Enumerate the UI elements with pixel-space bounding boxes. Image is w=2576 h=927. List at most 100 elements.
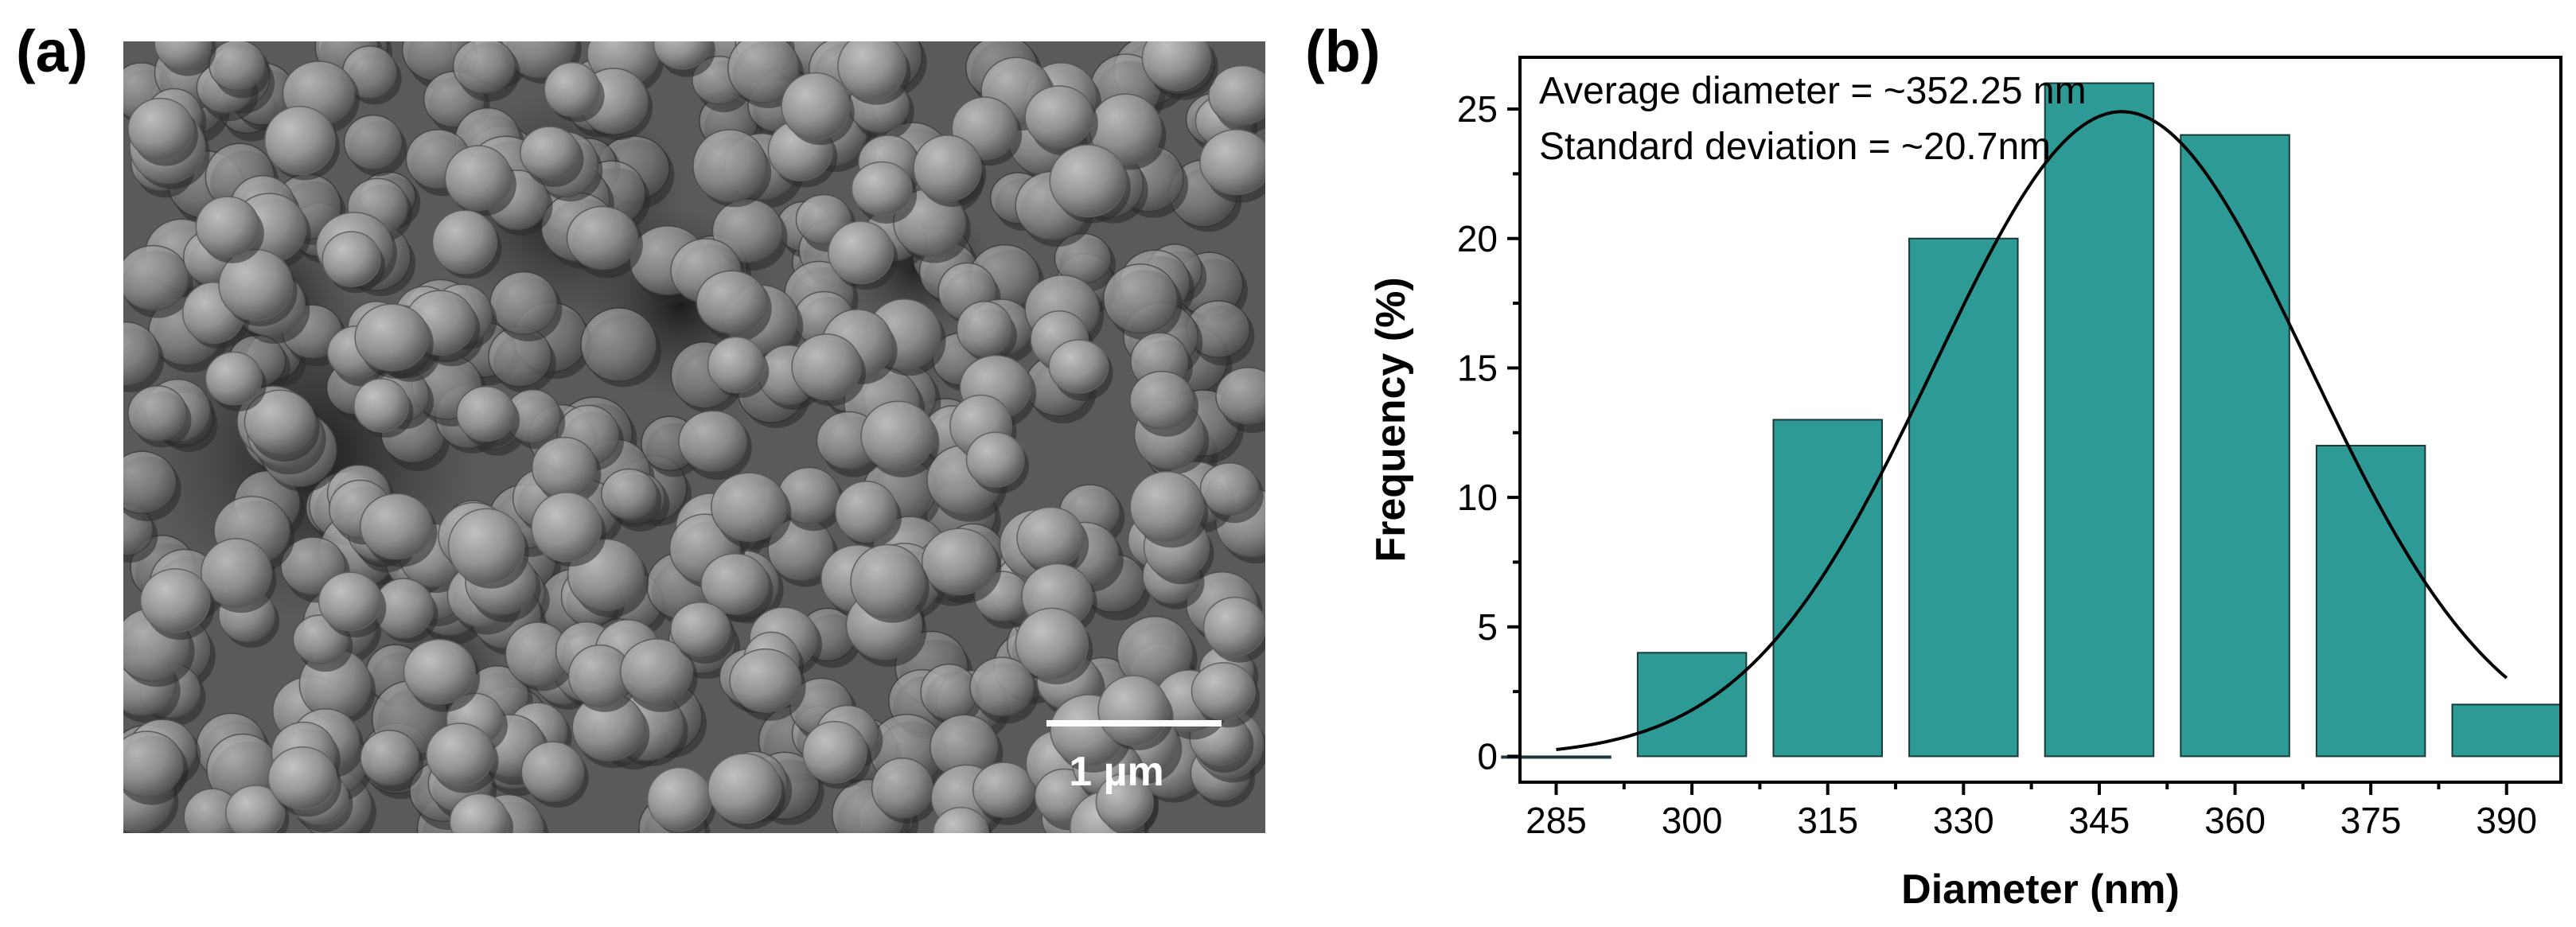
- sem-sphere: [1102, 263, 1179, 334]
- scale-bar: 1 µm: [1046, 720, 1222, 795]
- sem-sphere: [447, 508, 525, 585]
- sem-sphere: [354, 303, 430, 372]
- sem-sphere: [123, 244, 189, 311]
- x-tick-label-345: 345: [2069, 800, 2130, 841]
- sem-sphere: [267, 746, 337, 810]
- sem-sphere: [913, 134, 983, 202]
- sem-sphere: [566, 205, 639, 271]
- x-tick-label-375: 375: [2340, 800, 2402, 841]
- y-tick-label-5: 5: [1477, 606, 1498, 648]
- panel-label-b: (b): [1305, 18, 1381, 84]
- sem-sphere: [707, 753, 781, 824]
- sem-sphere: [1199, 129, 1265, 196]
- x-tick-label-360: 360: [2204, 800, 2266, 841]
- sem-sphere: [449, 793, 509, 833]
- sem-sphere: [1191, 662, 1256, 720]
- sem-sphere: [828, 220, 894, 285]
- sem-sphere: [225, 785, 286, 833]
- sem-sphere: [456, 385, 516, 442]
- sem-sphere: [1202, 596, 1265, 657]
- sem-sphere: [1048, 339, 1109, 394]
- y-tick-label-15: 15: [1457, 347, 1498, 388]
- bar-285: [1501, 755, 1611, 759]
- sem-sphere: [729, 648, 802, 713]
- sem-sphere: [123, 450, 177, 515]
- sem-sphere: [711, 472, 788, 543]
- scale-bar-label: 1 µm: [1069, 749, 1164, 795]
- sem-sphere: [200, 538, 273, 608]
- sem-particles-image: 1 µm: [123, 41, 1265, 833]
- x-tick-label-315: 315: [1797, 800, 1858, 841]
- sem-sphere: [834, 481, 898, 543]
- sem-sphere: [154, 41, 212, 71]
- sem-sphere: [601, 468, 658, 520]
- sem-sphere: [1129, 470, 1205, 543]
- sem-sphere: [1097, 675, 1170, 746]
- sem-sphere: [1049, 144, 1127, 218]
- sem-sphere: [531, 492, 602, 563]
- sem-sphere: [696, 270, 768, 334]
- sem-sphere: [653, 41, 711, 70]
- bar-330: [1908, 237, 2019, 758]
- sem-sphere: [520, 741, 585, 802]
- x-tick-label-390: 390: [2476, 800, 2537, 841]
- y-tick-label-25: 25: [1457, 88, 1498, 130]
- sem-sphere: [426, 723, 495, 787]
- bar-315: [1772, 419, 1883, 758]
- sem-sphere: [965, 431, 1025, 488]
- ticks-layer: 285 300 315 330 345 360 375 390 0 5 10 15 20 25: [1457, 88, 2537, 841]
- bars-layer: [1501, 82, 2562, 759]
- sem-sphere: [921, 528, 998, 596]
- sem-sphere: [431, 209, 498, 275]
- sem-sphere: [837, 41, 907, 100]
- sem-sphere: [1141, 41, 1211, 92]
- bar-375: [2315, 445, 2426, 758]
- gaussian-fit-curve: [1556, 110, 2508, 751]
- sem-sphere: [727, 41, 800, 103]
- y-tick-label-20: 20: [1457, 218, 1498, 259]
- sem-sphere: [403, 638, 476, 705]
- x-axis-label: Diameter (nm): [1901, 867, 2180, 913]
- sem-sphere: [360, 730, 419, 786]
- sem-sphere: [353, 378, 410, 433]
- bar-360: [2180, 134, 2290, 758]
- sem-sphere: [678, 410, 748, 473]
- sem-sphere: [802, 721, 867, 784]
- y-tick-label-10: 10: [1457, 477, 1498, 518]
- sem-sphere: [791, 333, 862, 401]
- sem-sphere: [1024, 85, 1094, 149]
- sem-sphere: [851, 161, 913, 216]
- sem-sphere: [123, 321, 160, 387]
- sem-sphere: [850, 543, 926, 619]
- sem-sphere: [322, 231, 381, 287]
- scale-bar-line: [1046, 720, 1222, 726]
- sem-sphere: [692, 129, 767, 203]
- sem-sphere: [700, 553, 770, 615]
- sem-sphere: [123, 730, 184, 797]
- sem-sphere: [519, 126, 580, 180]
- annotation-standard-deviation: Standard deviation = ~20.7nm: [1539, 126, 2051, 168]
- sem-micrograph: 1 µm: [123, 41, 1265, 833]
- sem-sphere: [205, 351, 263, 406]
- sem-sphere: [139, 568, 211, 633]
- sem-sphere: [343, 114, 403, 170]
- sem-sphere: [1208, 64, 1265, 126]
- sem-sphere: [264, 105, 336, 176]
- sem-sphere: [1129, 370, 1194, 430]
- sem-sphere: [452, 41, 516, 95]
- bar-300: [1636, 652, 1748, 758]
- bar-390: [2451, 703, 2562, 758]
- panel-label-a: (a): [16, 18, 88, 84]
- sem-sphere: [1015, 607, 1089, 680]
- sem-sphere: [359, 493, 434, 560]
- sem-sphere: [195, 196, 260, 258]
- sem-sphere: [127, 97, 194, 160]
- y-tick-label-0: 0: [1477, 735, 1498, 777]
- sem-sphere: [318, 571, 383, 632]
- sem-sphere: [1095, 773, 1155, 831]
- x-tick-label-330: 330: [1933, 800, 1994, 841]
- sem-sphere: [244, 389, 316, 454]
- sem-sphere: [933, 806, 989, 833]
- y-axis-label: Frequency (%): [1368, 277, 1414, 562]
